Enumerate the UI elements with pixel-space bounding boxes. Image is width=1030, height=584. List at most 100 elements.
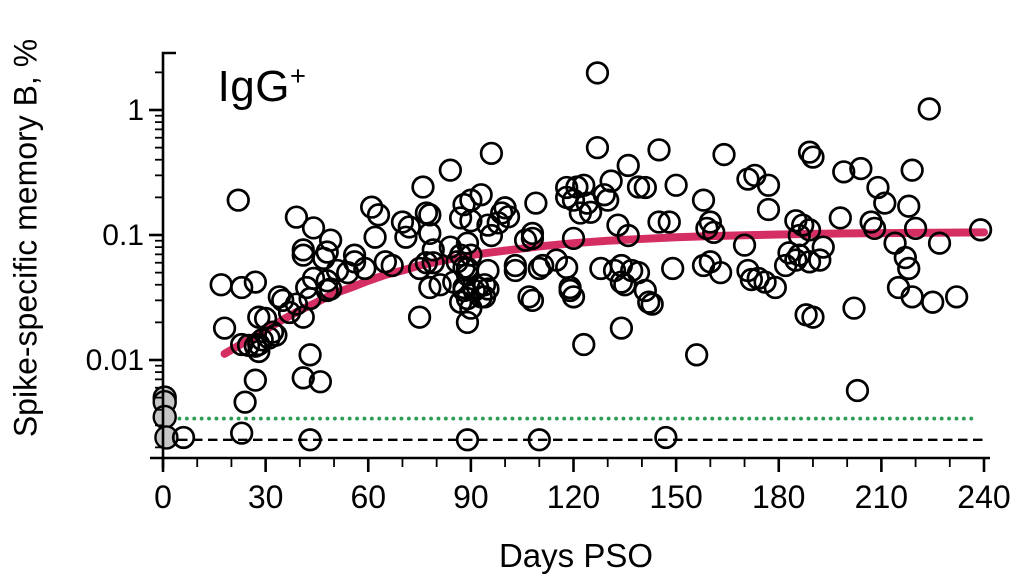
data-point [524,191,548,215]
data-point [243,270,268,294]
data-point [903,216,928,241]
data-point [360,195,384,219]
data-point [298,343,322,367]
data-point [828,206,852,230]
data-point [531,253,555,278]
data-point [708,260,733,285]
data-point [585,135,610,160]
data-point [596,188,620,212]
data-point [927,231,952,255]
x-tick-label: 210 [855,479,908,515]
plot-title-superscript: + [289,60,307,92]
data-point [448,206,473,230]
data-point [784,248,808,272]
data-point [459,296,483,320]
data-point [561,226,586,251]
data-point [407,256,432,281]
data-point-baseline [154,425,179,450]
data-point [363,225,387,249]
data-point [917,97,941,121]
x-axis-title: Days PSO [498,537,654,574]
data-point [264,323,288,347]
data-point [842,296,866,320]
data-point [777,241,801,265]
data-point [558,278,582,303]
data-point [421,251,445,275]
data-point [455,428,480,452]
data-point [418,203,442,227]
data-point [900,158,924,182]
data-point [284,205,309,229]
data-point [397,215,421,239]
data-point [866,175,890,200]
data-point [657,210,681,234]
data-point [308,370,333,394]
data-point [732,233,757,257]
data-point [230,275,254,300]
data-point [520,288,545,313]
data-point [291,243,315,267]
x-tick-label: 180 [752,479,805,515]
y-tick-label: 0.01 [86,344,144,377]
data-point [849,156,873,181]
data-point [301,266,326,290]
data-point [743,163,767,188]
y-tick-label: 1 [127,94,144,127]
data-point [893,245,917,270]
data-point [921,290,945,314]
data-point [301,216,326,240]
data-point [455,310,480,335]
plot-title-base: IgG [217,61,290,111]
x-tick-label: 90 [453,479,489,515]
x-tick-label: 150 [649,479,702,515]
x-tick-label: 30 [248,479,284,515]
data-point [797,250,822,274]
data-point [253,306,278,331]
data-point [171,425,196,450]
data-point [695,216,719,241]
data-point [756,173,781,197]
data-point [503,253,527,278]
data-point [609,316,634,340]
data-point [226,188,250,212]
data-point [691,188,716,212]
x-tick-label: 60 [350,479,386,515]
data-point [230,421,254,445]
data-point [527,428,551,452]
data-point [298,428,322,452]
data-point [633,278,657,303]
data-point [394,225,418,249]
data-point [366,203,391,227]
plot-title: IgG+ [218,60,307,112]
data-point [616,153,640,178]
data-point [503,258,527,283]
data-point [476,213,500,237]
data-point [459,209,483,233]
data-point [390,210,415,234]
data-point [712,142,736,167]
data-point [517,285,541,309]
data-point [568,201,592,225]
data-point [243,368,268,392]
data-point [661,256,685,281]
data-point [428,273,452,297]
data-point [479,223,504,248]
data-point [414,251,439,275]
data-point [267,285,291,309]
data-point [609,270,634,294]
data-point [647,138,671,162]
data-point [845,378,870,403]
x-tick-label: 240 [957,479,1010,515]
x-tick-label: 120 [547,479,600,515]
x-tick-label: 0 [154,479,172,515]
data-point [633,175,657,200]
data-point [438,158,463,182]
data-point [746,266,770,290]
data-point [968,218,993,242]
data-point [897,256,921,281]
data-point [613,273,637,297]
data-point [647,210,671,234]
data-point [664,173,688,197]
